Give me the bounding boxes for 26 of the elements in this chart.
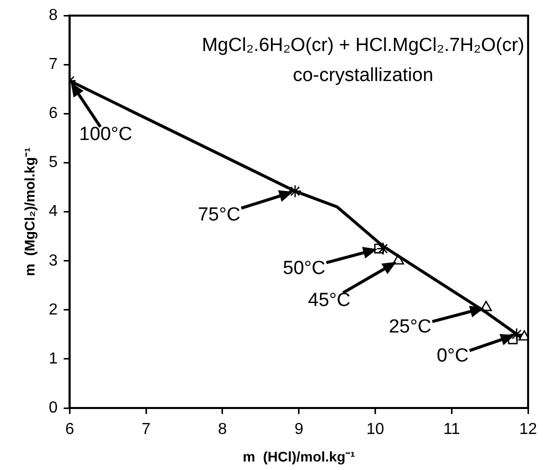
- x-axis-title: m (HCl)/mol.kg⁻¹: [242, 448, 356, 464]
- text: MgCl₂.6H₂O(cr) + HCl.MgCl₂.7H₂O(cr): [202, 34, 524, 56]
- y-axis-title: m (MgCl₂)/mol.kg⁻¹: [21, 147, 38, 276]
- y-tick-label: 8: [48, 7, 58, 24]
- y-tick-label: 6: [48, 105, 58, 122]
- x-tick-label: 12: [519, 421, 538, 438]
- y-tick-label: 2: [48, 301, 58, 318]
- x-tick-label: 7: [142, 421, 151, 438]
- y-tick-label: 5: [48, 154, 58, 172]
- text: co-crystallization: [292, 64, 434, 86]
- y-tick-label: 1: [48, 350, 58, 368]
- annotation: 25°C: [388, 316, 432, 338]
- annotation: 0°C: [436, 346, 469, 367]
- y-tick-label: 0: [48, 399, 58, 416]
- annotation: 75°C: [198, 204, 240, 226]
- annotation: 50°C: [282, 258, 326, 279]
- y-tick-label: 4: [48, 203, 58, 220]
- x-tick-label: 10: [366, 421, 384, 438]
- annotation: 100°C: [79, 124, 132, 146]
- x-tick-label: 11: [443, 421, 460, 438]
- y-tick-label: 7: [48, 56, 58, 74]
- x-tick-label: 6: [65, 421, 74, 438]
- y-tick-label: 3: [48, 252, 58, 270]
- annotation: 45°C: [308, 290, 350, 312]
- x-tick-label: 9: [294, 421, 304, 438]
- x-tick-label: 8: [218, 421, 228, 438]
